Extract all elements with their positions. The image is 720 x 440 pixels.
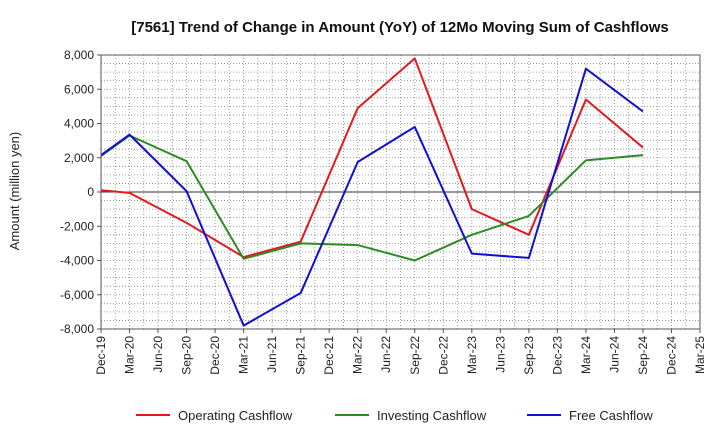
y-axis-label: Amount (million yen) — [7, 132, 22, 251]
x-tick-label: Jun-24 — [607, 336, 621, 373]
x-axis-ticks: Dec-19 Mar-20 Jun-20 Sep-20 Dec-20 Mar-21 Jun-… — [94, 329, 707, 375]
legend-label-free-cashflow: Free Cashflow — [569, 408, 653, 423]
x-tick-label: Dec-19 — [94, 336, 108, 375]
y-tick-label: 2,000 — [64, 151, 94, 165]
y-tick-label: 4,000 — [64, 117, 94, 131]
x-tick-label: Mar-25 — [693, 336, 707, 374]
x-tick-label: Dec-20 — [208, 336, 222, 375]
y-tick-label: -4,000 — [60, 254, 94, 268]
x-tick-label: Sep-24 — [636, 336, 650, 375]
grid-lines — [101, 55, 700, 329]
legend-label-investing-cashflow: Investing Cashflow — [377, 408, 487, 423]
legend: Operating Cashflow Investing Cashflow Free… — [136, 408, 653, 423]
x-tick-label: Jun-20 — [151, 336, 165, 373]
y-tick-label: -8,000 — [60, 322, 94, 336]
legend-label-operating-cashflow: Operating Cashflow — [178, 408, 293, 423]
x-tick-label: Jun-21 — [265, 336, 279, 373]
y-tick-label: -6,000 — [60, 288, 94, 302]
x-tick-label: Dec-22 — [436, 336, 450, 375]
x-tick-label: Jun-22 — [379, 336, 393, 373]
y-tick-label: -2,000 — [60, 219, 94, 233]
x-tick-label: Dec-24 — [664, 336, 678, 375]
x-tick-label: Jun-23 — [493, 336, 507, 373]
x-tick-label: Sep-22 — [408, 336, 422, 375]
x-tick-label: Mar-20 — [123, 336, 137, 374]
y-tick-label: 8,000 — [64, 48, 94, 62]
series-lines — [100, 57, 644, 327]
x-tick-label: Sep-23 — [522, 336, 536, 375]
y-axis-ticks: 8,000 6,000 4,000 2,000 0 -2,000 -4,000 -6,000 -… — [60, 48, 101, 336]
x-tick-label: Sep-20 — [180, 336, 194, 375]
y-tick-label: 0 — [87, 185, 94, 199]
x-tick-label: Mar-23 — [465, 336, 479, 374]
y-tick-label: 6,000 — [64, 82, 94, 96]
x-tick-label: Mar-22 — [351, 336, 365, 374]
x-tick-label: Mar-24 — [579, 336, 593, 374]
x-tick-label: Dec-23 — [550, 336, 564, 375]
chart-title: [7561] Trend of Change in Amount (YoY) o… — [131, 19, 669, 36]
x-tick-label: Dec-21 — [322, 336, 336, 375]
x-tick-label: Mar-21 — [237, 336, 251, 374]
x-tick-label: Sep-21 — [294, 336, 308, 375]
